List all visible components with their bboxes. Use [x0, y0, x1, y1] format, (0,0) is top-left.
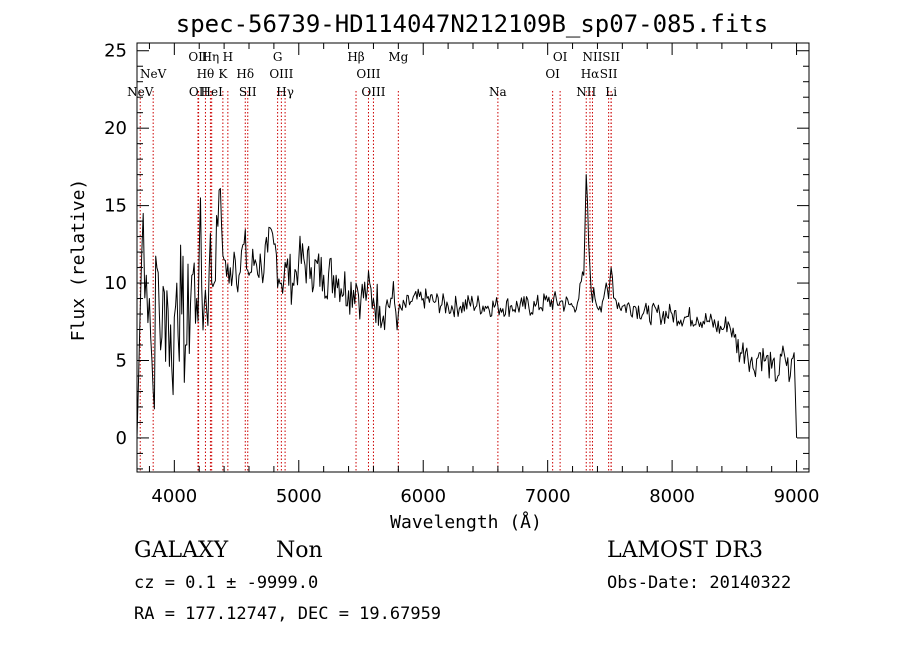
y-tick-label: 20 — [104, 118, 127, 139]
redshift-readout: cz = 0.1 ± -9999.0 — [134, 573, 319, 593]
y-tick-label: 0 — [116, 428, 127, 449]
spectral-line-label: Hα — [581, 67, 600, 81]
axes: 4000 5000 6000 7000 8000 9000 0 5 10 15 20 25 — [104, 41, 819, 507]
x-tick-label: 5000 — [276, 486, 322, 507]
spectral-line-label: HeI — [201, 85, 224, 99]
spectral-line-label: OIII — [269, 67, 293, 81]
chart-title: spec-56739-HD114047N212109B_sp07-085.fit… — [176, 10, 768, 38]
flux-trace — [136, 174, 798, 438]
x-axis-label: Wavelength (Å) — [390, 511, 542, 533]
y-tick-label: 10 — [104, 273, 127, 294]
spectral-line-label: G — [273, 50, 283, 64]
survey-name: LAMOST DR3 — [607, 538, 763, 563]
spectral-line-label: OI — [545, 67, 560, 81]
flux-series-line — [136, 174, 798, 438]
observation-date: Obs-Date: 20140322 — [607, 573, 792, 593]
x-tick-label: 7000 — [525, 486, 571, 507]
x-tick-label: 6000 — [400, 486, 446, 507]
y-axis-label: Flux (relative) — [68, 179, 89, 342]
spectral-line-label: Li — [605, 85, 617, 99]
spectral-line-label: SII — [239, 85, 257, 99]
spectral-line-label: Hγ — [276, 85, 294, 99]
spectral-line-label: Hβ — [347, 50, 364, 64]
spectral-line-label: Na — [489, 85, 507, 99]
spectral-line-label: OII — [188, 50, 208, 64]
object-class: GALAXY — [134, 538, 229, 563]
spectral-line-label: Hη — [202, 50, 220, 64]
x-tick-label: 4000 — [151, 486, 197, 507]
spectral-line-label: OII — [189, 85, 209, 99]
spectral-line-label: SII — [600, 67, 618, 81]
object-subclass: Non — [276, 538, 323, 563]
y-tick-label: 5 — [116, 350, 127, 371]
spectral-line-label: Hθ — [197, 67, 215, 81]
spectral-line-label: SII — [602, 50, 620, 64]
spectral-line-label: NeV — [140, 67, 167, 81]
y-tick-label: 15 — [104, 196, 127, 217]
spectral-line-label: OIII — [356, 67, 380, 81]
plot-frame — [136, 42, 810, 473]
spectral-line-label: H — [223, 50, 233, 64]
coordinates-readout: RA = 177.12747, DEC = 19.67959 — [134, 604, 442, 624]
y-tick-label: 25 — [104, 41, 127, 62]
spectral-line-label: OIII — [361, 85, 385, 99]
spectral-line-label: NII — [576, 85, 596, 99]
spectral-line-label: NeV — [127, 85, 154, 99]
x-tick-label: 8000 — [649, 486, 695, 507]
spectral-line-label: Mg — [388, 50, 408, 64]
x-tick-label: 9000 — [774, 486, 820, 507]
spectral-line-label: OI — [553, 50, 568, 64]
spectral-line-label: NII — [582, 50, 602, 64]
spectral-line-label: K — [218, 67, 228, 81]
spectral-line-label: Hδ — [236, 67, 254, 81]
